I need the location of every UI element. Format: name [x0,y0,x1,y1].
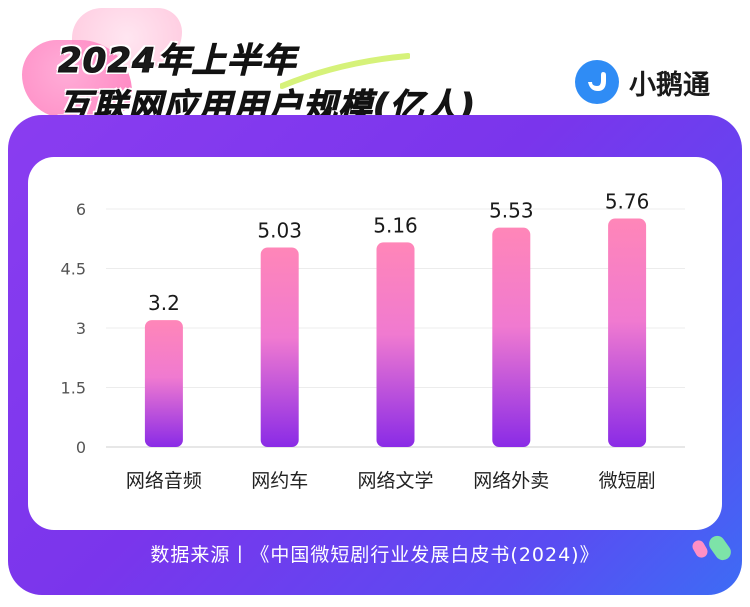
goose-logo-icon [575,60,619,104]
x-tick-label: 网络外卖 [473,470,549,492]
x-tick-label: 微短剧 [599,470,656,492]
chart-card [28,157,722,530]
y-tick-label: 1.5 [61,379,86,398]
y-tick-label: 4.5 [61,260,86,279]
data-label: 5.16 [373,213,418,237]
brand: 小鹅通 [575,60,710,104]
x-tick-label: 网约车 [251,470,308,492]
title-line-1: 2024年上半年 [57,41,297,82]
bar [144,320,183,447]
bar-chart: 0 1.5 3 4.5 6 3.2 网络音频 5.03 网约车 5.16 网络文学 5.53 网络外卖 5… [61,190,685,492]
brand-name: 小鹅通 [629,69,710,101]
data-label: 5.53 [489,199,534,223]
bar [260,247,299,447]
x-tick-label: 网络音频 [126,470,202,492]
decorative-swoosh [280,53,410,89]
data-label: 3.2 [148,291,180,315]
x-tick-label: 网络文学 [357,470,433,492]
data-source: 数据来源丨《中国微短剧行业发展白皮书(2024)》 [150,544,600,566]
y-tick-label: 3 [76,319,86,338]
y-tick-label: 0 [76,438,86,457]
bar [376,242,415,447]
decorative-blob-pink [22,40,132,118]
labels: 0 1.5 3 4.5 6 3.2 网络音频 5.03 网约车 5.16 网络文学 5.53 网络外卖 5… [61,190,656,492]
data-label: 5.76 [605,190,650,214]
bars [144,218,647,447]
bar [608,218,647,447]
data-label: 5.03 [257,218,302,242]
y-tick-label: 6 [76,200,86,219]
bar [492,227,531,447]
